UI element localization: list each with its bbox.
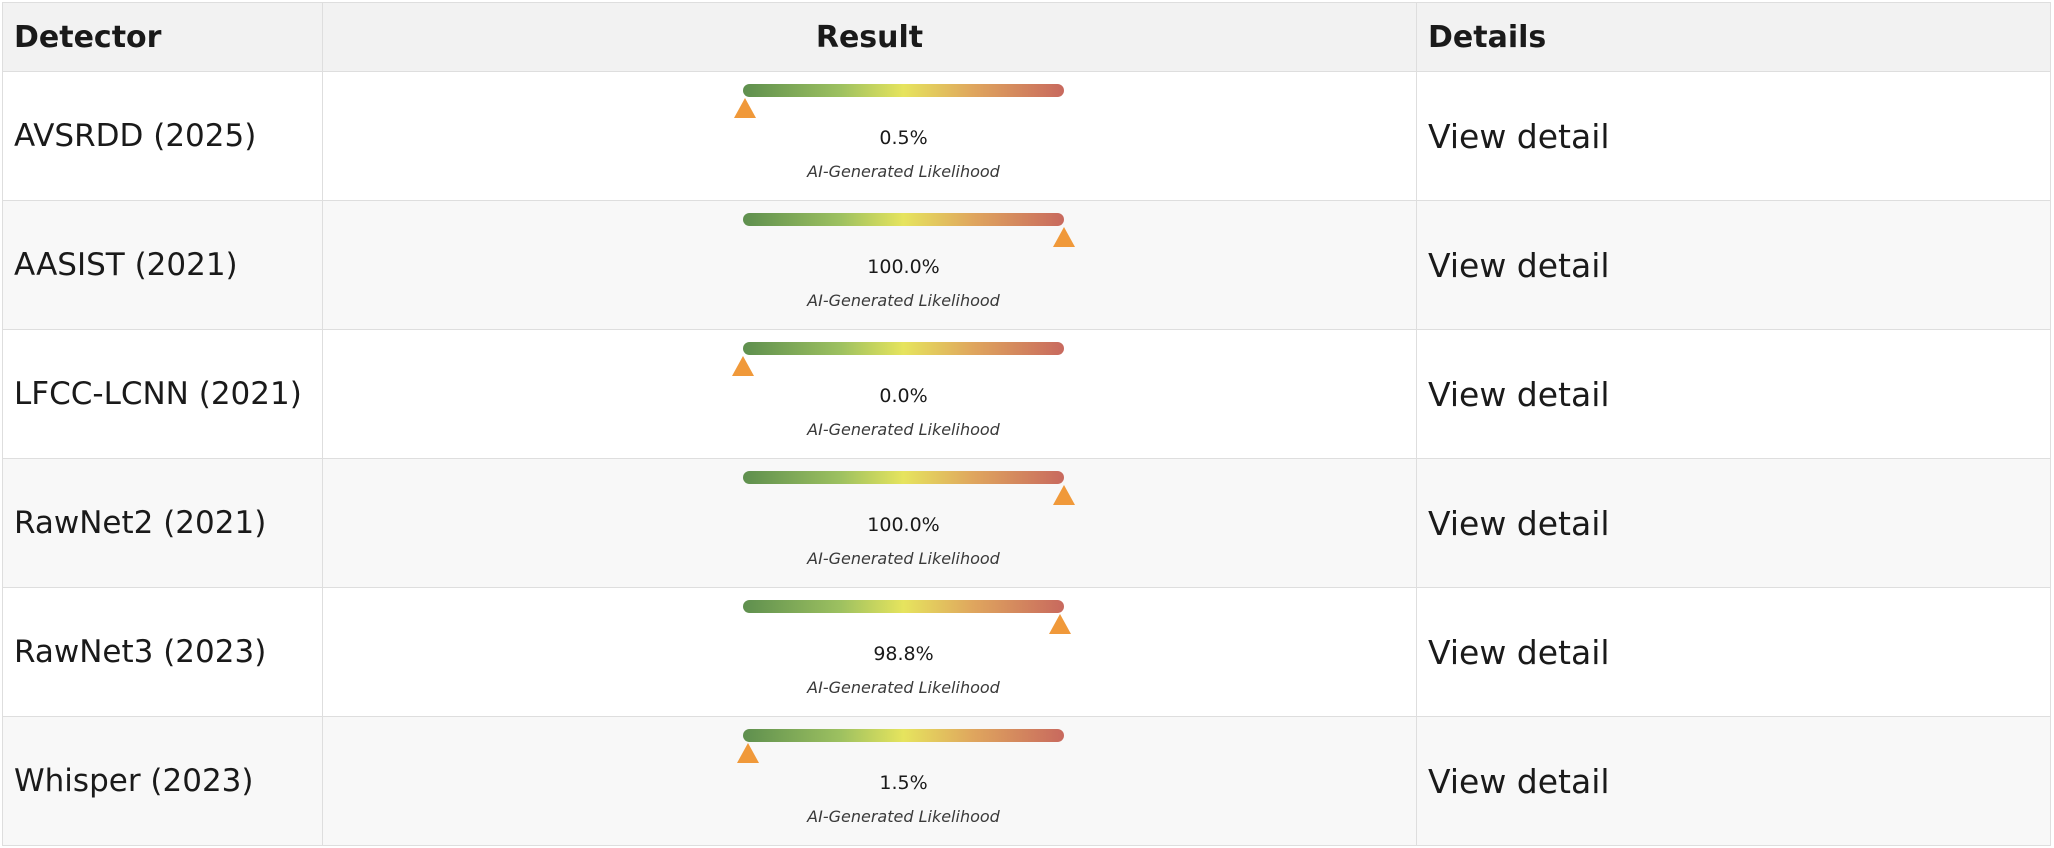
details-cell: View detail bbox=[1416, 458, 2051, 588]
likelihood-meter: 1.5% AI-Generated Likelihood bbox=[736, 717, 1066, 846]
result-cell: 0.5% AI-Generated Likelihood bbox=[322, 71, 1417, 201]
likelihood-value: 1.5% bbox=[879, 772, 928, 794]
likelihood-marker-icon bbox=[732, 356, 754, 376]
result-cell: 1.5% AI-Generated Likelihood bbox=[322, 716, 1417, 846]
likelihood-gradient-bar bbox=[743, 213, 1064, 226]
details-cell: View detail bbox=[1416, 329, 2051, 459]
likelihood-meter: 98.8% AI-Generated Likelihood bbox=[741, 588, 1072, 717]
likelihood-marker-icon bbox=[1053, 485, 1075, 505]
table-row: LFCC-LCNN (2021) 0.0% AI-Generated Likel… bbox=[2, 329, 2051, 459]
view-detail-link[interactable]: View detail bbox=[1428, 761, 1610, 801]
result-cell: 0.0% AI-Generated Likelihood bbox=[322, 329, 1417, 459]
result-cell: 98.8% AI-Generated Likelihood bbox=[322, 587, 1417, 717]
header-row: Detector Result Details bbox=[2, 2, 2051, 72]
likelihood-meter: 0.0% AI-Generated Likelihood bbox=[732, 330, 1066, 459]
header-detector: Detector bbox=[2, 2, 323, 72]
result-cell: 100.0% AI-Generated Likelihood bbox=[322, 200, 1417, 330]
detector-name: AVSRDD (2025) bbox=[2, 71, 323, 201]
view-detail-link[interactable]: View detail bbox=[1428, 245, 1610, 285]
likelihood-caption: AI-Generated Likelihood bbox=[807, 420, 1000, 439]
header-details: Details bbox=[1416, 2, 2051, 72]
detector-name: AASIST (2021) bbox=[2, 200, 323, 330]
likelihood-value: 0.5% bbox=[879, 127, 928, 149]
likelihood-meter: 0.5% AI-Generated Likelihood bbox=[733, 72, 1066, 201]
likelihood-gradient-bar bbox=[743, 729, 1064, 742]
detector-name: RawNet2 (2021) bbox=[2, 458, 323, 588]
detector-name: Whisper (2023) bbox=[2, 716, 323, 846]
table-row: Whisper (2023) 1.5% AI-Generated Likelih… bbox=[2, 716, 2051, 846]
detector-name: LFCC-LCNN (2021) bbox=[2, 329, 323, 459]
table-body: AVSRDD (2025) 0.5% AI-Generated Likeliho… bbox=[2, 71, 2051, 846]
likelihood-value: 0.0% bbox=[879, 385, 928, 407]
likelihood-value: 100.0% bbox=[867, 514, 940, 536]
table-row: RawNet2 (2021) 100.0% AI-Generated Likel… bbox=[2, 458, 2051, 588]
table-row: AASIST (2021) 100.0% AI-Generated Likeli… bbox=[2, 200, 2051, 330]
details-cell: View detail bbox=[1416, 71, 2051, 201]
view-detail-link[interactable]: View detail bbox=[1428, 116, 1610, 156]
likelihood-value: 100.0% bbox=[867, 256, 940, 278]
view-detail-link[interactable]: View detail bbox=[1428, 503, 1610, 543]
likelihood-caption: AI-Generated Likelihood bbox=[807, 678, 1000, 697]
likelihood-gradient-bar bbox=[743, 342, 1064, 355]
likelihood-gradient-bar bbox=[743, 84, 1064, 97]
likelihood-meter: 100.0% AI-Generated Likelihood bbox=[741, 201, 1075, 330]
likelihood-caption: AI-Generated Likelihood bbox=[807, 549, 1000, 568]
details-cell: View detail bbox=[1416, 200, 2051, 330]
likelihood-meter: 100.0% AI-Generated Likelihood bbox=[741, 459, 1075, 588]
result-cell: 100.0% AI-Generated Likelihood bbox=[322, 458, 1417, 588]
likelihood-value: 98.8% bbox=[873, 643, 934, 665]
details-cell: View detail bbox=[1416, 716, 2051, 846]
table-row: AVSRDD (2025) 0.5% AI-Generated Likeliho… bbox=[2, 71, 2051, 201]
detector-name: RawNet3 (2023) bbox=[2, 587, 323, 717]
table-row: RawNet3 (2023) 98.8% AI-Generated Likeli… bbox=[2, 587, 2051, 717]
likelihood-marker-icon bbox=[736, 743, 759, 763]
likelihood-caption: AI-Generated Likelihood bbox=[807, 291, 1000, 310]
view-detail-link[interactable]: View detail bbox=[1428, 374, 1610, 414]
likelihood-gradient-bar bbox=[743, 471, 1064, 484]
likelihood-marker-icon bbox=[1049, 614, 1072, 634]
details-cell: View detail bbox=[1416, 587, 2051, 717]
likelihood-marker-icon bbox=[1053, 227, 1075, 247]
likelihood-marker-icon bbox=[733, 98, 756, 118]
likelihood-gradient-bar bbox=[743, 600, 1064, 613]
view-detail-link[interactable]: View detail bbox=[1428, 632, 1610, 672]
header-result: Result bbox=[322, 2, 1417, 72]
likelihood-caption: AI-Generated Likelihood bbox=[807, 807, 1000, 826]
table-header: Detector Result Details bbox=[2, 2, 2051, 72]
likelihood-caption: AI-Generated Likelihood bbox=[807, 162, 1000, 181]
